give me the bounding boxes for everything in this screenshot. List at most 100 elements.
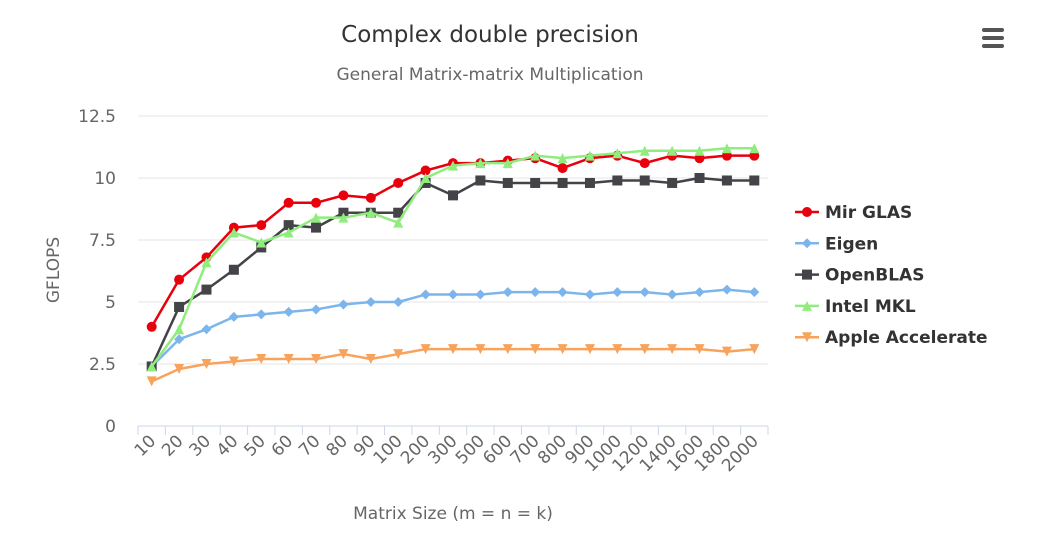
data-point-intel-mkl[interactable] <box>667 145 678 156</box>
data-point-mir-glas[interactable] <box>338 190 349 201</box>
data-point-intel-mkl[interactable] <box>475 158 486 169</box>
data-point-apple-accelerate[interactable] <box>338 349 349 360</box>
data-point-intel-mkl[interactable] <box>530 150 541 161</box>
data-point-apple-accelerate[interactable] <box>557 344 568 355</box>
data-point-eigen[interactable] <box>557 287 568 298</box>
data-point-openblas[interactable] <box>475 175 486 186</box>
data-point-openblas[interactable] <box>667 177 678 188</box>
legend-marker-openblas[interactable] <box>802 269 812 280</box>
data-point-intel-mkl[interactable] <box>639 145 650 156</box>
data-point-openblas[interactable] <box>694 173 705 183</box>
data-point-intel-mkl[interactable] <box>749 143 760 154</box>
data-point-openblas[interactable] <box>311 222 322 233</box>
legend-marker-intel-mkl[interactable] <box>802 300 812 311</box>
data-point-intel-mkl[interactable] <box>393 217 404 228</box>
data-point-eigen[interactable] <box>201 324 212 335</box>
data-point-intel-mkl[interactable] <box>146 361 157 372</box>
data-point-eigen[interactable] <box>448 289 458 300</box>
data-point-mir-glas[interactable] <box>393 177 404 188</box>
data-point-eigen[interactable] <box>721 284 732 295</box>
data-point-apple-accelerate[interactable] <box>283 354 294 365</box>
data-point-apple-accelerate[interactable] <box>584 344 595 355</box>
data-point-intel-mkl[interactable] <box>721 143 732 154</box>
data-point-eigen[interactable] <box>584 289 595 300</box>
data-point-eigen[interactable] <box>228 311 239 322</box>
data-point-apple-accelerate[interactable] <box>694 344 705 355</box>
data-point-apple-accelerate[interactable] <box>393 349 404 360</box>
data-point-intel-mkl[interactable] <box>256 237 267 248</box>
data-point-mir-glas[interactable] <box>420 165 431 176</box>
data-point-apple-accelerate[interactable] <box>475 344 486 355</box>
data-point-intel-mkl[interactable] <box>694 145 705 156</box>
data-point-eigen[interactable] <box>667 289 678 300</box>
data-point-apple-accelerate[interactable] <box>749 344 760 355</box>
data-point-openblas[interactable] <box>584 177 595 188</box>
legend-marker-mir-glas[interactable] <box>802 207 812 217</box>
data-point-openblas[interactable] <box>228 264 239 275</box>
data-point-apple-accelerate[interactable] <box>721 346 732 357</box>
data-point-intel-mkl[interactable] <box>311 212 322 223</box>
data-point-mir-glas[interactable] <box>174 274 185 285</box>
data-point-apple-accelerate[interactable] <box>448 344 458 355</box>
data-point-eigen[interactable] <box>365 297 376 307</box>
data-point-openblas[interactable] <box>448 190 458 201</box>
data-point-eigen[interactable] <box>338 299 349 310</box>
data-point-mir-glas[interactable] <box>311 197 322 208</box>
data-point-apple-accelerate[interactable] <box>365 354 376 365</box>
data-point-apple-accelerate[interactable] <box>174 363 185 374</box>
data-point-apple-accelerate[interactable] <box>502 344 513 355</box>
data-point-intel-mkl[interactable] <box>448 160 458 171</box>
data-point-mir-glas[interactable] <box>639 158 650 169</box>
data-point-eigen[interactable] <box>475 289 486 300</box>
legend-item-mir-glas[interactable]: Mir GLAS <box>795 203 912 223</box>
data-point-intel-mkl[interactable] <box>228 227 239 238</box>
data-point-openblas[interactable] <box>557 177 568 188</box>
data-point-openblas[interactable] <box>639 175 650 186</box>
data-point-apple-accelerate[interactable] <box>146 376 157 387</box>
data-point-eigen[interactable] <box>174 334 185 345</box>
data-point-intel-mkl[interactable] <box>365 207 376 218</box>
legend-item-eigen[interactable]: Eigen <box>795 234 878 254</box>
data-point-intel-mkl[interactable] <box>174 324 185 335</box>
data-point-openblas[interactable] <box>174 301 185 312</box>
data-point-mir-glas[interactable] <box>557 163 568 174</box>
legend-item-intel-mkl[interactable]: Intel MKL <box>795 297 916 317</box>
data-point-intel-mkl[interactable] <box>420 173 431 183</box>
legend-item-openblas[interactable]: OpenBLAS <box>795 266 924 286</box>
data-point-mir-glas[interactable] <box>256 220 267 231</box>
data-point-apple-accelerate[interactable] <box>228 356 239 367</box>
data-point-apple-accelerate[interactable] <box>639 344 650 355</box>
data-point-intel-mkl[interactable] <box>283 227 294 238</box>
data-point-eigen[interactable] <box>311 304 322 315</box>
data-point-apple-accelerate[interactable] <box>201 359 212 369</box>
data-point-eigen[interactable] <box>694 287 705 298</box>
data-point-apple-accelerate[interactable] <box>420 344 431 355</box>
data-point-eigen[interactable] <box>530 287 541 298</box>
legend[interactable]: Mir GLAS Eigen OpenBLAS Intel MKL Apple Acce… <box>795 203 987 348</box>
data-point-mir-glas[interactable] <box>365 192 376 203</box>
data-point-apple-accelerate[interactable] <box>530 344 541 355</box>
data-point-openblas[interactable] <box>530 177 541 188</box>
data-point-intel-mkl[interactable] <box>557 153 568 164</box>
legend-item-apple-accelerate[interactable]: Apple Accelerate <box>795 328 987 348</box>
data-point-openblas[interactable] <box>612 175 623 186</box>
data-point-openblas[interactable] <box>393 207 404 218</box>
data-point-apple-accelerate[interactable] <box>612 344 623 355</box>
data-point-intel-mkl[interactable] <box>502 158 513 169</box>
data-point-eigen[interactable] <box>393 297 404 307</box>
data-point-mir-glas[interactable] <box>283 197 294 208</box>
data-point-openblas[interactable] <box>721 175 732 186</box>
data-point-intel-mkl[interactable] <box>584 150 595 161</box>
data-point-intel-mkl[interactable] <box>338 212 349 223</box>
data-point-eigen[interactable] <box>612 287 623 298</box>
data-point-openblas[interactable] <box>502 177 513 188</box>
data-point-eigen[interactable] <box>256 309 267 320</box>
data-point-apple-accelerate[interactable] <box>667 344 678 355</box>
data-point-mir-glas[interactable] <box>146 321 157 332</box>
menu-button[interactable] <box>976 24 1010 54</box>
legend-marker-eigen[interactable] <box>802 238 812 249</box>
legend-marker-apple-accelerate[interactable] <box>802 332 812 343</box>
data-point-openblas[interactable] <box>201 284 212 295</box>
data-point-intel-mkl[interactable] <box>612 148 623 159</box>
data-point-eigen[interactable] <box>749 287 760 298</box>
